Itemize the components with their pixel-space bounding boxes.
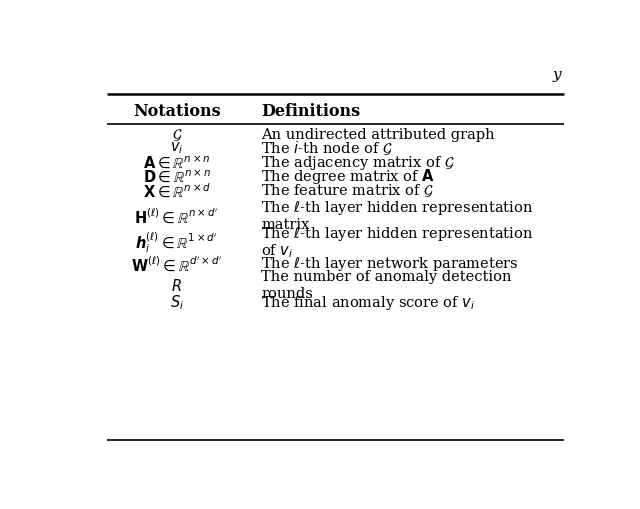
Text: An undirected attributed graph: An undirected attributed graph [261, 127, 495, 142]
Text: The $\ell$-th layer network parameters: The $\ell$-th layer network parameters [261, 255, 519, 273]
Text: rounds: rounds [261, 287, 313, 301]
Text: $\mathbf{D} \in \mathbb{R}^{n\times n}$: $\mathbf{D} \in \mathbb{R}^{n\times n}$ [143, 168, 211, 185]
Text: The $\ell$-th layer hidden representation: The $\ell$-th layer hidden representatio… [261, 199, 533, 217]
Text: $v_i$: $v_i$ [170, 140, 184, 156]
Text: $R$: $R$ [172, 277, 182, 293]
Text: $\boldsymbol{h}_i^{(\ell)} \in \mathbb{R}^{1\times d^{\prime}}$: $\boldsymbol{h}_i^{(\ell)} \in \mathbb{R… [135, 230, 218, 254]
Text: $S_i$: $S_i$ [170, 293, 184, 312]
Text: The number of anomaly detection: The number of anomaly detection [261, 270, 511, 284]
Text: $\mathbf{H}^{(\ell)} \in \mathbb{R}^{n\times d^{\prime}}$: $\mathbf{H}^{(\ell)} \in \mathbb{R}^{n\t… [134, 207, 219, 225]
Text: of $v_i$: of $v_i$ [261, 242, 293, 260]
Text: matrix: matrix [261, 218, 309, 232]
Text: The $\ell$-th layer hidden representation: The $\ell$-th layer hidden representatio… [261, 224, 533, 242]
Text: The adjacency matrix of $\mathcal{G}$: The adjacency matrix of $\mathcal{G}$ [261, 153, 454, 171]
Text: The $i$-th node of $\mathcal{G}$: The $i$-th node of $\mathcal{G}$ [261, 139, 393, 157]
Text: The degree matrix of $\mathbf{A}$: The degree matrix of $\mathbf{A}$ [261, 167, 435, 186]
Text: $\mathcal{G}$: $\mathcal{G}$ [172, 126, 182, 143]
Text: $\mathbf{A} \in \mathbb{R}^{n\times n}$: $\mathbf{A} \in \mathbb{R}^{n\times n}$ [143, 154, 211, 171]
Text: $\mathbf{X} \in \mathbb{R}^{n\times d}$: $\mathbf{X} \in \mathbb{R}^{n\times d}$ [143, 181, 211, 200]
Text: The feature matrix of $\mathcal{G}$: The feature matrix of $\mathcal{G}$ [261, 182, 434, 199]
Text: y: y [552, 68, 561, 82]
Text: Definitions: Definitions [261, 102, 360, 119]
Text: $\mathbf{W}^{(\ell)} \in \mathbb{R}^{d^{\prime}\times d^{\prime}}$: $\mathbf{W}^{(\ell)} \in \mathbb{R}^{d^{… [131, 254, 223, 273]
Text: The final anomaly score of $v_i$: The final anomaly score of $v_i$ [261, 294, 476, 312]
Text: Notations: Notations [133, 102, 221, 119]
